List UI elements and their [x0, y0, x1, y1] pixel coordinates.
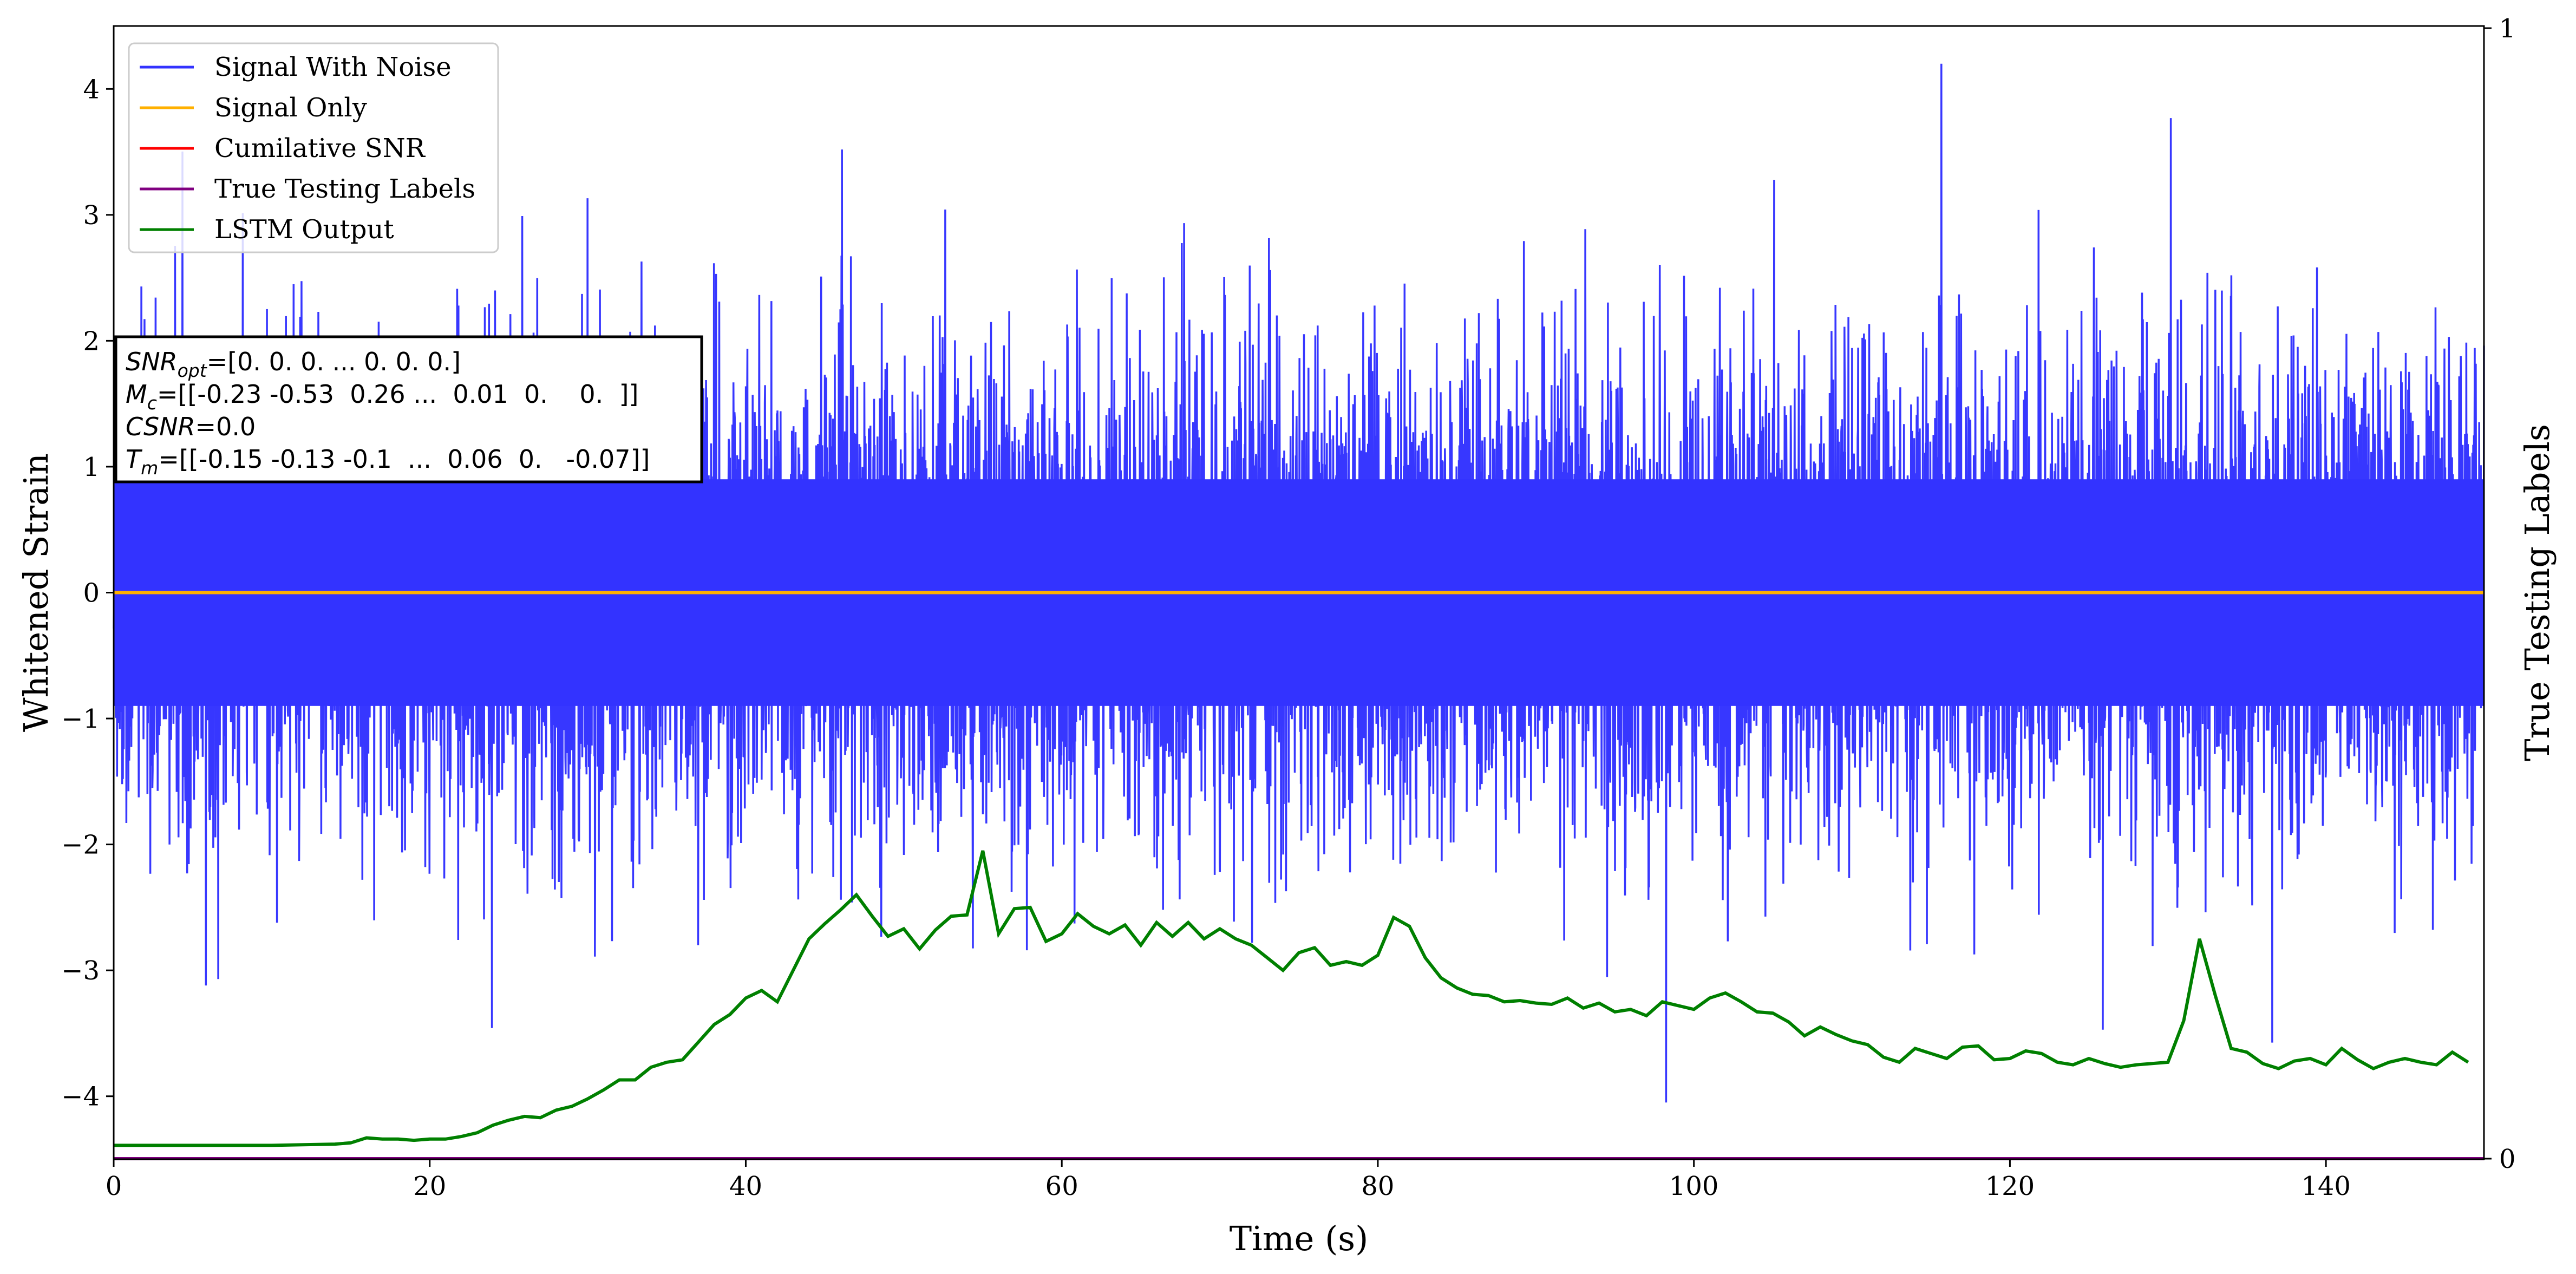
y-tick-label: 2: [83, 326, 100, 356]
x-axis: 0 20 40 60 80 100 120 140: [106, 1159, 2351, 1201]
y-axis-left: −4 −3 −2 −1 0 1 2 3 4: [61, 74, 114, 1112]
y-axis-label: Whitened Strain: [16, 453, 56, 732]
x-tick-label: 80: [1361, 1171, 1394, 1201]
x-tick-label: 120: [1985, 1171, 2035, 1201]
legend-label-true-testing-labels: True Testing Labels: [214, 174, 475, 204]
info-box-frame: [114, 335, 703, 484]
y-tick-label: 3: [83, 200, 100, 231]
y-tick-label: 0: [83, 578, 100, 609]
y2-tick-label: 1: [2499, 14, 2516, 44]
y-tick-label: −1: [61, 704, 100, 734]
x-tick-label: 20: [413, 1171, 446, 1201]
legend: Signal With Noise Signal Only Cumilative S…: [128, 42, 499, 253]
y2-tick-label: 0: [2499, 1144, 2516, 1174]
y-tick-label: −3: [61, 956, 100, 986]
legend-frame: [128, 42, 499, 253]
legend-label-signal-with-noise: Signal With Noise: [214, 52, 452, 82]
y-tick-label: 1: [83, 452, 100, 482]
legend-label-cumilative-snr: Cumilative SNR: [214, 133, 426, 164]
x-tick-label: 0: [106, 1171, 122, 1201]
legend-label-lstm-output: LSTM Output: [214, 214, 394, 245]
info-line-snr-opt: SNRopt=[0. 0. 0. ... 0. 0. 0.]: [126, 347, 461, 381]
y-tick-label: 4: [83, 74, 100, 104]
y-axis-right: 01: [2484, 14, 2516, 1174]
x-tick-label: 140: [2301, 1171, 2351, 1201]
lstm-output-line: [114, 850, 2469, 1147]
y-tick-label: −2: [61, 830, 100, 860]
plot-area: [113, 63, 2485, 1160]
info-box: SNRopt=[0. 0. 0. ... 0. 0. 0.] Mc=[[-0.2…: [114, 335, 703, 484]
y2-axis-label: True Testing Labels: [2518, 424, 2557, 761]
legend-label-signal-only: Signal Only: [214, 93, 367, 123]
x-tick-label: 100: [1669, 1171, 1719, 1201]
y-tick-label: −4: [61, 1082, 100, 1112]
x-tick-label: 40: [729, 1171, 762, 1201]
x-tick-label: 60: [1045, 1171, 1078, 1201]
info-line-csnr: CSNR=0.0: [126, 412, 256, 441]
info-line-tm: Tm=[[-0.15 -0.13 -0.1 ... 0.06 0. -0.07]…: [126, 445, 650, 479]
x-axis-label: Time (s): [1230, 1219, 1369, 1258]
info-line-mc: Mc=[[-0.23 -0.53 0.26 ... 0.01 0. 0. ]]: [126, 380, 638, 414]
